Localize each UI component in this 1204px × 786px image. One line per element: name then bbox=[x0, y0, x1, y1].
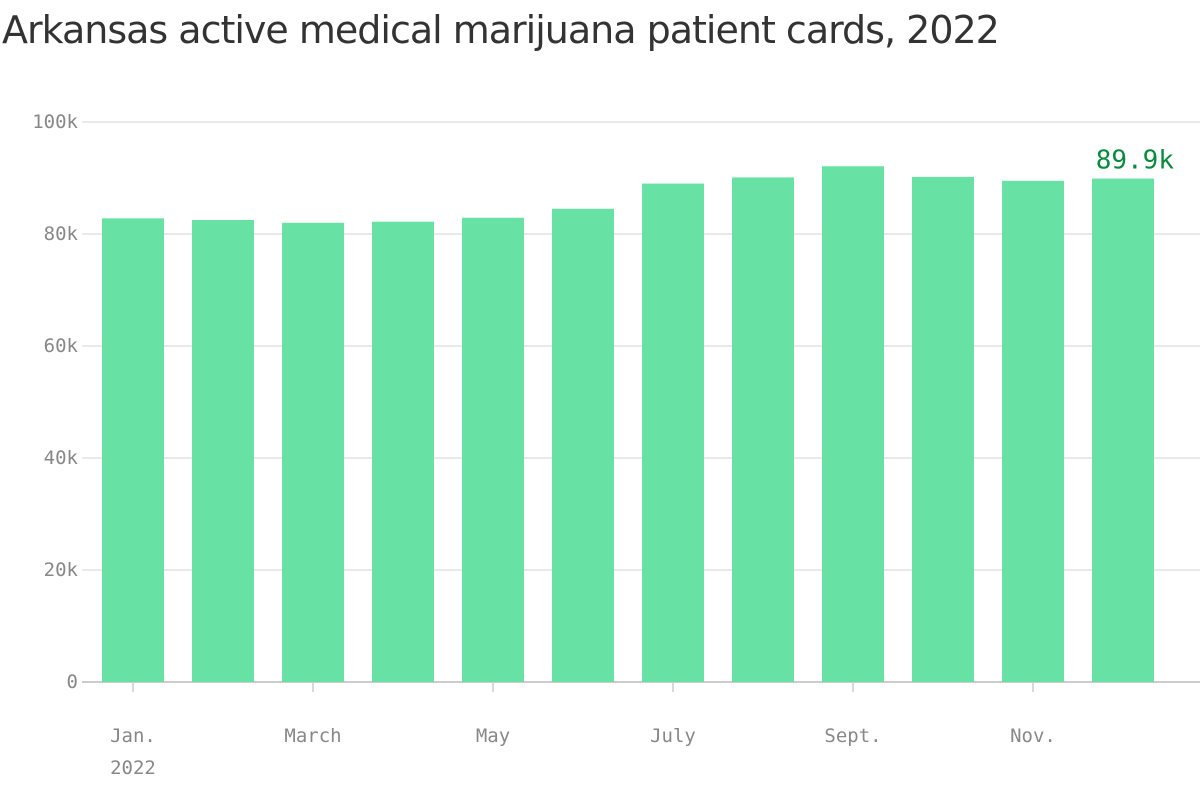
bar-oct bbox=[912, 176, 974, 682]
data-label: 89.9k bbox=[1096, 146, 1175, 176]
y-tick-label: 100k bbox=[32, 111, 78, 133]
x-tick-label: Jan. bbox=[110, 725, 156, 747]
y-tick-label: 40k bbox=[44, 447, 79, 469]
x-tick-label: Sept. bbox=[824, 725, 881, 747]
bar-july bbox=[642, 183, 704, 682]
y-tick-label: 20k bbox=[44, 559, 79, 581]
bar-aug bbox=[732, 177, 794, 682]
x-tick-label: July bbox=[650, 725, 696, 747]
x-tick-label: Nov. bbox=[1010, 725, 1056, 747]
y-tick-label: 0 bbox=[67, 671, 78, 693]
chart-title: Arkansas active medical marijuana patien… bbox=[2, 8, 1000, 52]
bar-may bbox=[462, 217, 524, 682]
y-tick-label: 80k bbox=[44, 223, 79, 245]
bar-nov bbox=[1002, 180, 1064, 683]
bar-feb bbox=[192, 220, 254, 682]
bar-june bbox=[552, 208, 614, 683]
x-tick-sublabel: 2022 bbox=[110, 757, 156, 779]
y-tick-label: 60k bbox=[44, 335, 79, 357]
bar-april bbox=[372, 221, 434, 682]
bar-sept bbox=[822, 166, 884, 683]
bar-march bbox=[282, 222, 344, 683]
bar-jan bbox=[102, 218, 164, 682]
x-tick-label: March bbox=[284, 725, 341, 747]
x-tick-label: May bbox=[476, 725, 510, 747]
bar-dec bbox=[1092, 178, 1154, 682]
